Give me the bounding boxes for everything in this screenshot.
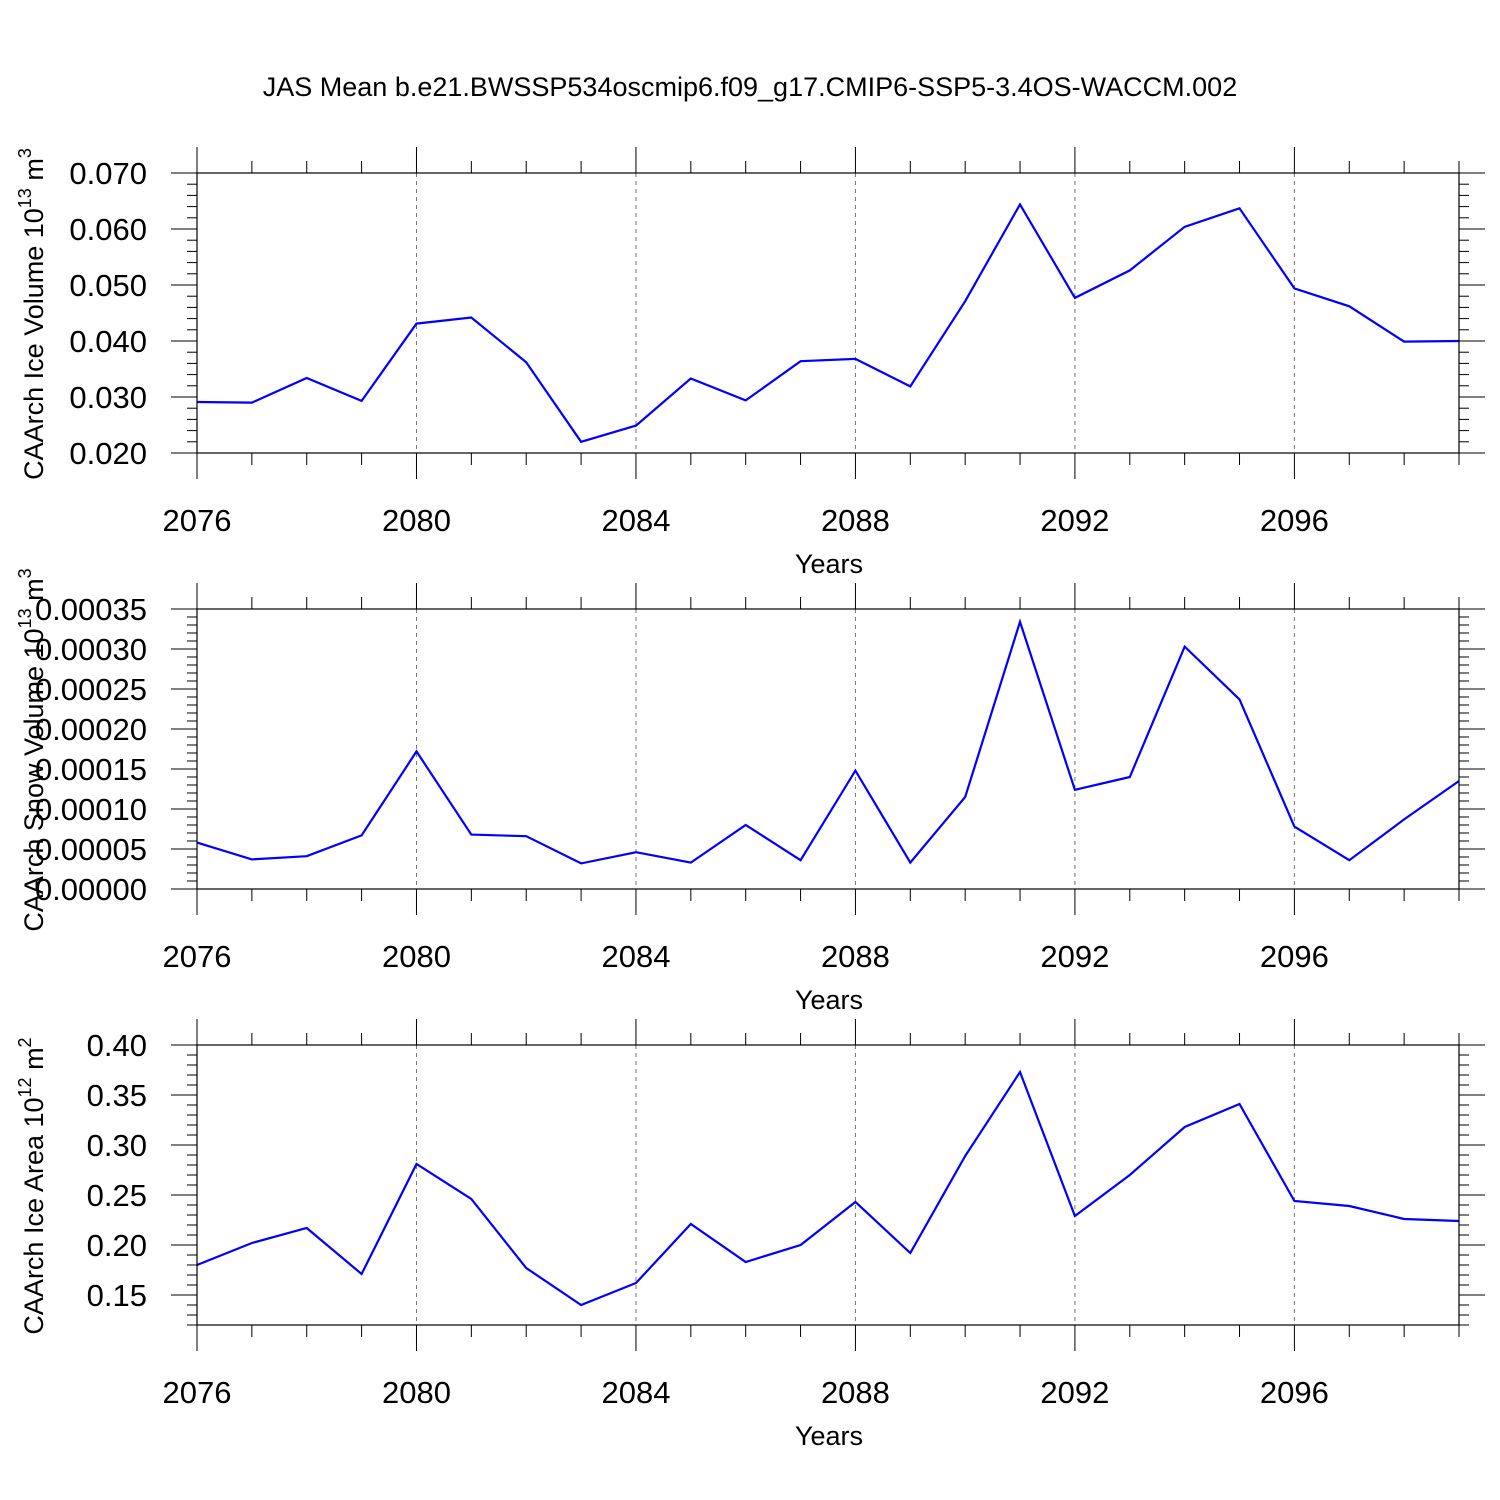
y-tick-label: 0.25 [87, 1178, 147, 1213]
y-tick-label: 0.050 [69, 268, 147, 303]
x-tick-label: 2080 [382, 939, 451, 974]
x-tick-label: 2088 [821, 1375, 890, 1410]
y-tick-label: 0.00015 [35, 752, 147, 787]
y-tick-label: 0.35 [87, 1078, 147, 1113]
y-tick-label: 0.00025 [35, 672, 147, 707]
y-tick-label: 0.060 [69, 212, 147, 247]
y-axis-label: CAArch Snow Volume 1013 m3 [15, 568, 49, 931]
y-tick-label: 0.00030 [35, 632, 147, 667]
x-axis-label: Years [795, 1421, 863, 1451]
x-tick-label: 2080 [382, 503, 451, 538]
x-axis-label: Years [795, 549, 863, 579]
x-tick-label: 2092 [1040, 503, 1109, 538]
y-tick-label: 0.40 [87, 1028, 147, 1063]
plot-frame [196, 1044, 1460, 1326]
panel-1: 0.020 0.030 0.040 0.050 0.060 0.070 2076 2080 20… [15, 147, 1485, 579]
x-tick-label: 2096 [1260, 1375, 1329, 1410]
plot-frame [196, 608, 1460, 890]
y-tick-label: 0.00000 [35, 872, 147, 907]
x-tick-label: 2084 [601, 1375, 670, 1410]
x-tick-label: 2076 [163, 939, 232, 974]
x-tick-label: 2088 [821, 503, 890, 538]
y-tick-label: 0.30 [87, 1128, 147, 1163]
y-axis-label: CAArch Ice Area 1012 m2 [15, 1037, 49, 1334]
x-axis-label: Years [795, 985, 863, 1015]
x-tick-label: 2084 [601, 939, 670, 974]
panel-3: 0.15 0.20 0.25 0.30 0.35 0.40 2076 2080 2084 2088… [15, 1019, 1485, 1451]
x-tick-label: 2092 [1040, 939, 1109, 974]
y-tick-label: 0.20 [87, 1228, 147, 1263]
y-tick-label: 0.00005 [35, 832, 147, 867]
x-tick-label: 2088 [821, 939, 890, 974]
y-tick-label: 0.00035 [35, 592, 147, 627]
y-tick-label: 0.020 [69, 436, 147, 471]
x-tick-label: 2076 [163, 503, 232, 538]
y-tick-label: 0.030 [69, 380, 147, 415]
y-axis-label: CAArch Ice Volume 1013 m3 [15, 148, 49, 480]
plot-frame [196, 172, 1460, 454]
x-tick-label: 2080 [382, 1375, 451, 1410]
figure-title: JAS Mean b.e21.BWSSP534oscmip6.f09_g17.C… [262, 72, 1238, 102]
series-line [196, 1069, 1460, 1307]
x-tick-label: 2076 [163, 1375, 232, 1410]
y-tick-label: 0.15 [87, 1278, 147, 1313]
series-line [196, 618, 1460, 865]
y-tick-label: 0.070 [69, 156, 147, 191]
y-tick-label: 0.00010 [35, 792, 147, 827]
x-tick-label: 2096 [1260, 503, 1329, 538]
x-tick-label: 2096 [1260, 939, 1329, 974]
y-tick-label: 0.00020 [35, 712, 147, 747]
x-tick-label: 2092 [1040, 1375, 1109, 1410]
panel-2: 0.00000 0.00005 0.00010 0.00015 0.00020 0.000… [15, 568, 1485, 1015]
y-tick-label: 0.040 [69, 324, 147, 359]
series-line [196, 202, 1460, 444]
x-tick-label: 2084 [601, 503, 670, 538]
